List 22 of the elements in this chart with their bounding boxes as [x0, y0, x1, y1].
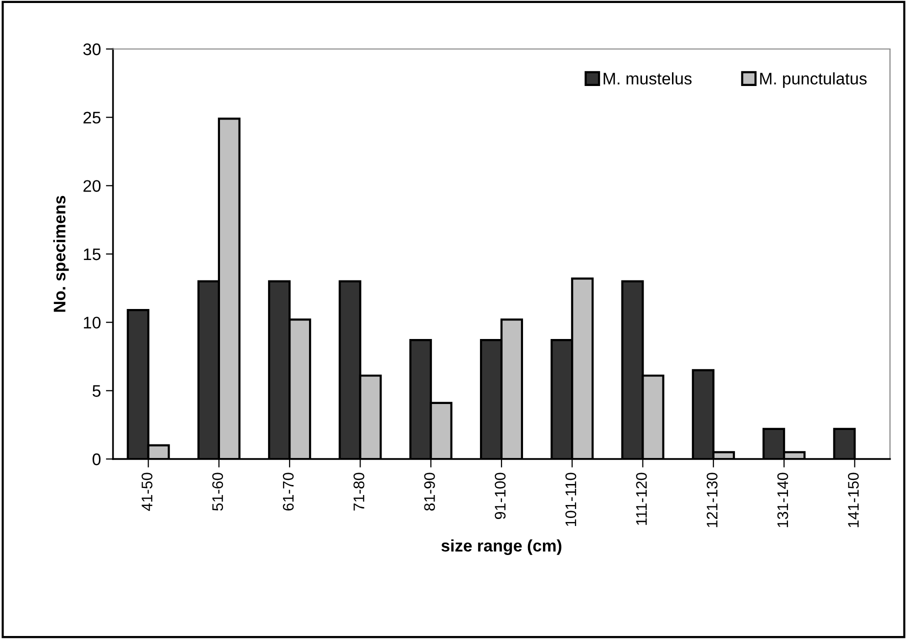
y-tick-label: 20	[83, 180, 101, 192]
x-tick-label: 41-50	[142, 472, 152, 511]
x-tick-label: 91-100	[494, 472, 506, 520]
y-tick-label: 5	[92, 385, 100, 397]
x-tick-label: 101-110	[565, 472, 576, 526]
y-tick-label: 30	[83, 43, 101, 56]
x-tick-label: 61-70	[282, 472, 294, 510]
x-tick-label: 121-130	[706, 472, 718, 528]
legend-label: M. punctulatus	[760, 72, 867, 88]
x-tick-label: 81-90	[424, 472, 435, 511]
x-axis-title: size range (cm)	[441, 539, 562, 555]
y-axis-title: No. specimens	[53, 196, 69, 312]
x-tick-label: 111-120	[636, 472, 647, 525]
x-tick-label: 71-80	[354, 472, 364, 510]
y-tick-label: 25	[83, 112, 100, 124]
y-tick-label: 0	[92, 453, 101, 466]
x-tick-label: 131-140	[777, 472, 788, 528]
x-tick-label: 51-60	[212, 472, 224, 511]
y-tick-label: 15	[84, 248, 100, 260]
legend-label: M. mustelus	[604, 72, 692, 85]
x-tick-label: 141-150	[848, 472, 859, 528]
y-tick-label: 10	[84, 316, 101, 329]
